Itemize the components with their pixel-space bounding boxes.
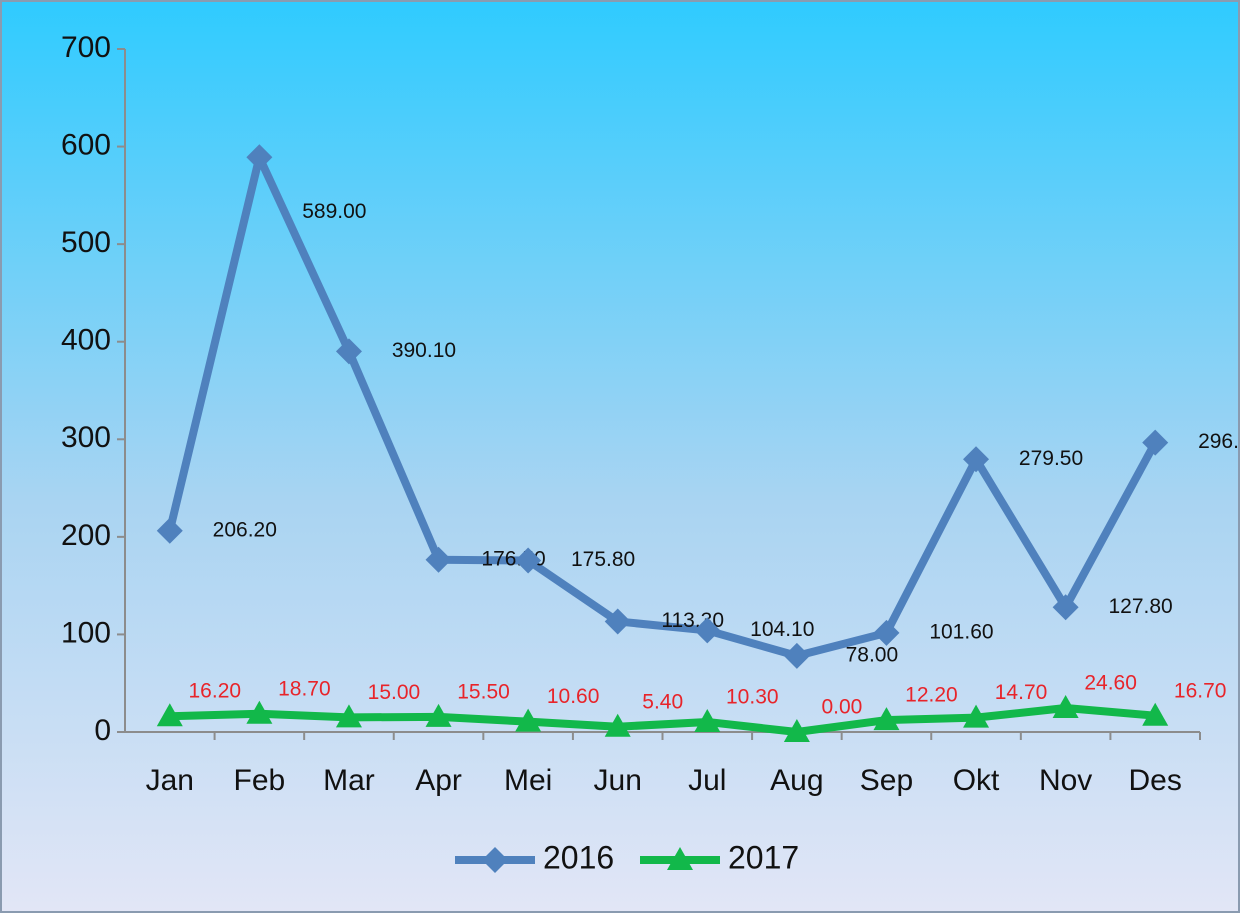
data-label: 5.40 [642, 690, 683, 713]
data-label: 14.70 [995, 681, 1048, 704]
y-tick-label: 500 [61, 226, 111, 259]
data-point [1052, 694, 1079, 718]
data-label: 175.80 [571, 548, 635, 571]
data-label: 0.00 [821, 696, 862, 719]
data-label: 24.60 [1084, 672, 1137, 695]
data-point [425, 703, 452, 727]
data-label: 279.50 [1019, 447, 1083, 470]
data-point [604, 713, 631, 737]
data-point [1142, 429, 1169, 456]
data-point [1052, 594, 1079, 621]
data-point [156, 703, 183, 727]
data-point [335, 338, 362, 365]
y-tick-label: 100 [61, 616, 111, 649]
y-tick-label: 600 [61, 128, 111, 161]
data-label: 15.00 [368, 681, 421, 704]
data-label: 10.60 [547, 685, 600, 708]
data-label: 589.00 [302, 200, 366, 223]
data-point [783, 719, 810, 742]
x-tick-label: Okt [953, 764, 1000, 797]
y-tick-label: 300 [61, 421, 111, 454]
data-point [873, 619, 900, 646]
series-line [165, 153, 1159, 660]
data-point [873, 707, 900, 731]
data-label: 127.80 [1109, 595, 1173, 618]
data-point [604, 608, 631, 635]
data-label: 15.50 [457, 680, 510, 703]
x-tick-label: Feb [234, 764, 286, 797]
x-tick-label: Aug [770, 764, 823, 797]
legend-label: 2016 [543, 839, 614, 875]
data-point [963, 704, 990, 728]
data-label: 10.30 [726, 685, 779, 708]
data-point [335, 704, 362, 728]
data-label: 390.10 [392, 339, 456, 362]
data-label: 12.20 [905, 684, 958, 707]
data-label: 296.60 [1198, 430, 1240, 453]
data-point [246, 144, 273, 171]
y-tick-label: 700 [61, 31, 111, 64]
legend-marker [482, 847, 508, 873]
data-label: 16.70 [1174, 679, 1227, 702]
x-tick-label: Nov [1039, 764, 1092, 797]
x-tick-label: Jun [594, 764, 642, 797]
data-point [425, 546, 452, 573]
legend-marker [667, 847, 693, 870]
x-tick-label: Sep [860, 764, 913, 797]
data-point [694, 708, 721, 732]
data-point [246, 700, 273, 724]
data-label: 18.70 [278, 677, 331, 700]
data-label: 78.00 [846, 643, 899, 666]
data-label: 101.60 [929, 620, 993, 643]
x-tick-label: Des [1129, 764, 1182, 797]
y-tick-label: 0 [94, 714, 111, 747]
data-label: 16.20 [189, 680, 242, 703]
data-point [515, 708, 542, 732]
data-point [963, 446, 990, 473]
x-tick-label: Mei [504, 764, 552, 797]
data-point [783, 642, 810, 669]
data-point [515, 547, 542, 574]
x-tick-label: Jan [146, 764, 194, 797]
y-tick-label: 400 [61, 324, 111, 357]
x-tick-label: Apr [415, 764, 462, 797]
data-label: 206.20 [213, 518, 277, 541]
y-tick-label: 200 [61, 519, 111, 552]
x-tick-label: Mar [323, 764, 375, 797]
data-label: 104.10 [750, 618, 814, 641]
data-point [156, 517, 183, 544]
x-tick-label: Jul [688, 764, 726, 797]
data-point [694, 617, 721, 644]
series-line [169, 703, 1156, 736]
data-point [1142, 702, 1169, 726]
legend-label: 2017 [728, 839, 799, 875]
